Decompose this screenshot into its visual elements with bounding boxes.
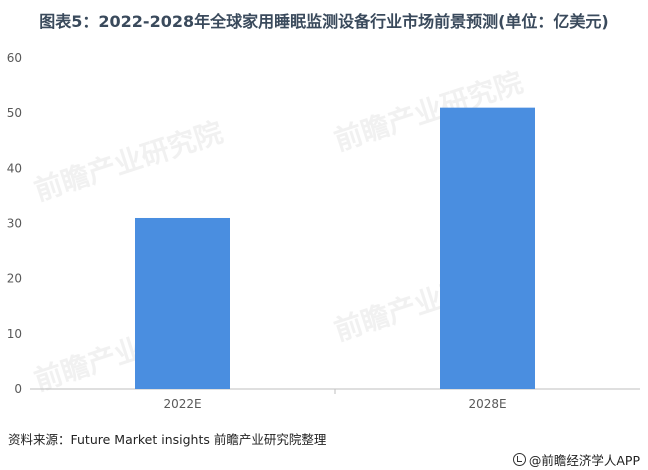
x-tick-label: 2022E xyxy=(163,397,201,411)
brand-label: @前瞻经济学人APP xyxy=(528,453,640,468)
y-tick-label: 0 xyxy=(14,382,22,396)
source-note: 资料来源：Future Market insights 前瞻产业研究院整理 xyxy=(8,432,327,447)
x-tick-label: 2028E xyxy=(468,397,506,411)
chart-title: 图表5：2022-2028年全球家用睡眠监测设备行业市场前景预测(单位：亿美元) xyxy=(39,12,609,31)
brand-logo-icon xyxy=(512,453,526,466)
y-tick-label: 50 xyxy=(7,106,22,120)
bar xyxy=(135,217,230,389)
y-tick-label: 60 xyxy=(7,51,22,65)
brand-credit: @前瞻经济学人APP xyxy=(512,450,640,469)
y-tick-label: 40 xyxy=(7,161,22,175)
y-tick-label: 10 xyxy=(7,327,22,341)
bar xyxy=(440,107,535,390)
y-tick-label: 20 xyxy=(7,272,22,286)
bar-chart: 0 10 20 30 40 50 60 2022E 2028E xyxy=(7,51,640,411)
y-tick-label: 30 xyxy=(7,217,22,231)
